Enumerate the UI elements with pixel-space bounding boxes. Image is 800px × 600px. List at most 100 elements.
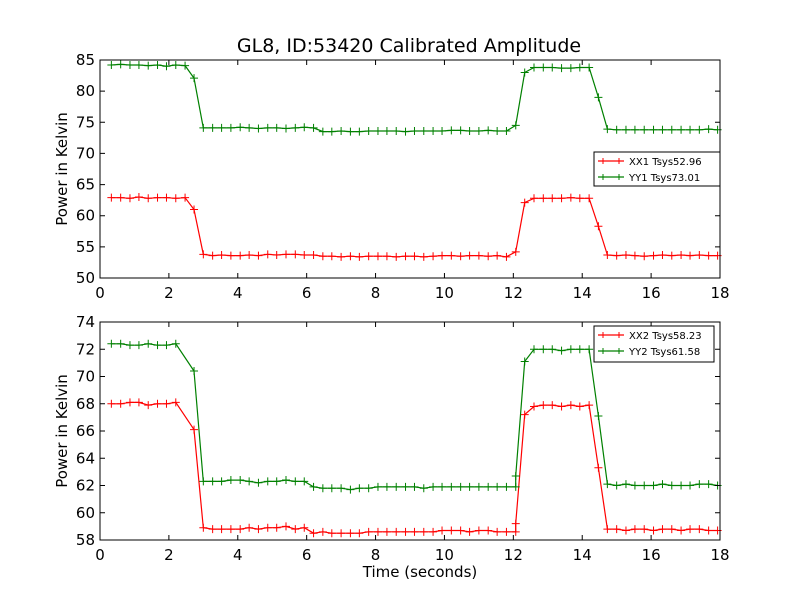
- top-data-point: [695, 125, 704, 134]
- bottom-y-tick-label: 62: [76, 477, 95, 495]
- top-data-point: [658, 125, 667, 134]
- top-data-point: [502, 127, 511, 136]
- bottom-data-point: [116, 339, 125, 348]
- bottom-y-tick-label: 68: [76, 395, 95, 413]
- top-data-point: [254, 251, 263, 260]
- bottom-data-point: [199, 523, 208, 532]
- top-x-tick-label: 12: [504, 284, 523, 302]
- bottom-data-point: [677, 481, 686, 490]
- top-data-point: [575, 194, 584, 203]
- top-data-point: [190, 74, 199, 83]
- top-data-point: [171, 194, 180, 203]
- bottom-data-point: [465, 482, 474, 491]
- top-data-point: [162, 193, 171, 202]
- bottom-data-point: [153, 341, 162, 350]
- bottom-data-point: [245, 477, 254, 486]
- bottom-data-point: [438, 482, 447, 491]
- bottom-legend-label: XX2 Tsys58.23: [629, 331, 702, 342]
- top-data-point: [585, 194, 594, 203]
- top-data-point: [364, 252, 373, 261]
- bottom-data-point: [300, 523, 309, 532]
- bottom-data-point: [548, 401, 557, 410]
- bottom-data-point: [162, 399, 171, 408]
- top-data-point: [493, 251, 502, 260]
- top-data-point: [419, 127, 428, 136]
- bottom-data-point: [282, 476, 290, 485]
- top-data-point: [649, 125, 658, 134]
- top-data-point: [520, 68, 529, 77]
- bottom-data-point: [612, 481, 621, 490]
- top-data-point: [410, 127, 419, 136]
- top-data-point: [181, 193, 190, 202]
- bottom-x-tick-label: 10: [435, 546, 454, 564]
- bottom-data-point: [429, 482, 438, 491]
- top-data-point: [392, 252, 401, 261]
- bottom-data-point: [649, 526, 658, 535]
- bottom-data-point: [401, 482, 410, 491]
- bottom-data-point: [263, 523, 272, 532]
- bottom-data-point: [153, 399, 162, 408]
- top-data-point: [438, 127, 447, 136]
- top-data-point: [355, 252, 364, 261]
- top-data-point: [364, 127, 373, 136]
- top-data-point: [116, 60, 125, 69]
- bottom-x-tick-label: 14: [573, 546, 592, 564]
- bottom-x-axis-label: Time (seconds): [362, 563, 478, 581]
- top-data-point: [530, 63, 538, 72]
- bottom-data-point: [704, 526, 713, 535]
- bottom-data-point: [373, 482, 382, 491]
- top-data-point: [199, 250, 208, 259]
- top-y-tick-label: 55: [76, 238, 95, 256]
- bottom-data-point: [667, 481, 676, 490]
- bottom-data-point: [575, 402, 584, 411]
- bottom-data-point: [456, 482, 465, 491]
- top-data-point: [245, 123, 254, 132]
- top-y-tick-label: 85: [76, 51, 95, 69]
- bottom-data-point: [429, 527, 438, 536]
- top-data-point: [704, 251, 713, 260]
- top-data-point: [236, 251, 245, 260]
- top-data-point: [695, 250, 704, 259]
- bottom-data-point: [539, 401, 548, 410]
- top-data-point: [484, 126, 493, 135]
- top-data-point: [171, 60, 180, 69]
- top-data-point: [456, 126, 465, 135]
- top-data-point: [208, 123, 217, 132]
- top-x-tick-label: 18: [710, 284, 729, 302]
- top-data-point: [373, 127, 382, 136]
- top-data-point: [125, 60, 134, 69]
- bottom-data-point: [630, 481, 639, 490]
- top-data-point: [355, 127, 364, 136]
- top-y-tick-label: 75: [76, 113, 95, 131]
- bottom-data-point: [658, 525, 667, 534]
- bottom-data-point: [612, 525, 621, 534]
- bottom-data-point: [107, 399, 116, 408]
- bottom-data-point: [686, 481, 695, 490]
- top-data-point: [640, 252, 649, 261]
- top-data-point: [612, 125, 621, 134]
- bottom-data-point: [318, 484, 327, 493]
- top-data-point: [704, 125, 713, 134]
- bottom-data-point: [346, 485, 355, 494]
- bottom-x-tick-label: 4: [233, 546, 243, 564]
- bottom-data-point: [327, 484, 336, 493]
- bottom-x-tick-label: 2: [164, 546, 174, 564]
- top-data-point: [603, 250, 612, 259]
- bottom-data-point: [594, 463, 603, 472]
- bottom-x-tick-label: 18: [710, 546, 729, 564]
- bottom-data-point: [291, 477, 300, 486]
- top-data-point: [318, 127, 327, 136]
- top-data-point: [429, 252, 438, 261]
- bottom-data-point: [410, 482, 419, 491]
- top-data-point: [548, 194, 557, 203]
- bottom-data-point: [419, 527, 428, 536]
- top-data-point: [162, 62, 171, 71]
- top-x-tick-label: 14: [573, 284, 592, 302]
- bottom-x-tick-label: 12: [504, 546, 523, 564]
- bottom-data-point: [456, 526, 465, 535]
- top-data-point: [557, 194, 566, 203]
- bottom-y-tick-label: 72: [76, 340, 95, 358]
- bottom-x-tick-label: 16: [642, 546, 661, 564]
- top-data-point: [144, 61, 153, 70]
